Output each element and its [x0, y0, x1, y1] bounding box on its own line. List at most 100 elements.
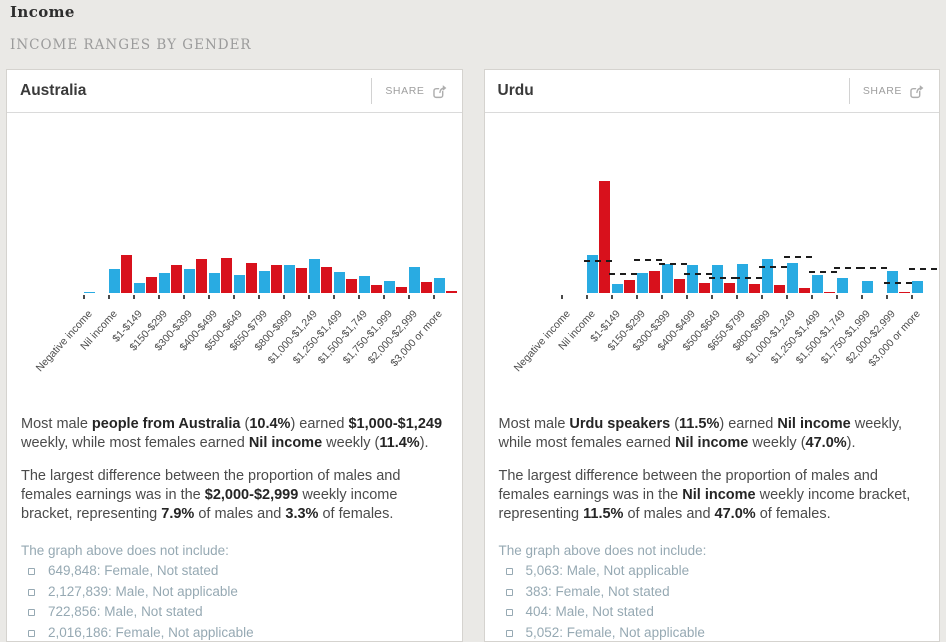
bar-group — [433, 113, 458, 293]
axis-tick — [735, 295, 738, 299]
benchmark-dash — [583, 260, 612, 262]
card-title: Urdu — [497, 82, 534, 99]
exclusions-list: 5,063: Male, Not applicable 383: Female, … — [499, 561, 926, 642]
exclusion-item: 649,848: Female, Not stated — [21, 561, 448, 582]
axis-tick — [910, 295, 913, 299]
bar-male — [259, 271, 270, 293]
bar-male — [334, 272, 345, 293]
benchmark-dash — [833, 267, 862, 269]
x-axis — [7, 295, 462, 301]
axis-tick — [233, 295, 235, 299]
bar-group — [583, 113, 612, 293]
bar-male — [711, 265, 723, 293]
summary-paragraph: Most male Urdu speakers (11.5%) earned N… — [498, 416, 903, 451]
exclusion-item: 5,052: Female, Not applicable — [499, 623, 926, 642]
bar-male — [159, 273, 170, 293]
exclusions-list: 649,848: Female, Not stated 2,127,839: Ma… — [21, 561, 448, 641]
bar-group — [333, 113, 358, 293]
benchmark-dash — [683, 273, 712, 275]
share-button[interactable]: SHARE — [848, 78, 926, 104]
header-divider — [371, 78, 373, 104]
bar-female — [121, 255, 132, 293]
bar-female — [271, 265, 282, 293]
income-bar-chart: Negative income Nil income $1-$149 $150-$29… — [7, 113, 462, 401]
bar-female — [396, 287, 407, 293]
bar-female — [446, 291, 457, 293]
bar-male — [384, 281, 395, 293]
bar-male — [284, 265, 295, 293]
share-button[interactable]: SHARE — [371, 78, 448, 104]
bar-female — [421, 282, 432, 293]
bar-male — [686, 265, 698, 293]
exclusion-item: 404: Male, Not stated — [499, 602, 926, 623]
bar-group — [258, 113, 283, 293]
x-axis — [485, 295, 940, 301]
bar-male — [661, 264, 673, 293]
bar-group — [83, 113, 108, 293]
bar-male — [586, 255, 598, 293]
bar-group — [308, 113, 333, 293]
summary-text: Most male Urdu speakers (11.5%) earned N… — [485, 415, 940, 524]
bar-female — [146, 277, 157, 293]
bar-female — [321, 267, 332, 293]
bar-group — [858, 113, 887, 293]
bar-group — [683, 113, 712, 293]
bar-group — [133, 113, 158, 293]
bar-group — [658, 113, 687, 293]
axis-tick — [133, 295, 135, 299]
header-divider — [848, 78, 850, 104]
exclusion-item: 5,063: Male, Not applicable — [499, 561, 926, 582]
axis-tick — [885, 295, 888, 299]
exclusions-intro: The graph above does not include: — [21, 543, 229, 558]
axis-tick — [408, 295, 410, 299]
bar-male — [184, 269, 195, 293]
card-urdu: Urdu SHARE Negative income Nil income $1-$… — [483, 69, 940, 642]
axis-tick — [860, 295, 863, 299]
benchmark-dash — [908, 268, 937, 270]
bar-female — [371, 285, 382, 293]
axis-tick — [358, 295, 360, 299]
bar-male — [409, 267, 420, 293]
exclusions-note: The graph above does not include: 5,063:… — [485, 539, 940, 642]
benchmark-dash — [658, 263, 687, 265]
benchmark-dash — [608, 273, 637, 275]
axis-tick — [433, 295, 435, 299]
exclusions-note: The graph above does not include: 649,84… — [7, 539, 462, 641]
axis-tick — [83, 295, 85, 299]
chart-plot-area — [7, 113, 462, 293]
page-title: Income — [10, 3, 75, 21]
bar-group — [733, 113, 762, 293]
bar-group — [233, 113, 258, 293]
bar-female — [773, 285, 785, 293]
benchmark-dash — [808, 271, 837, 273]
bar-male — [109, 269, 120, 293]
bar-male — [636, 273, 648, 293]
axis-tick — [183, 295, 185, 299]
bar-male — [209, 273, 220, 293]
summary-text: Most male people from Australia (10.4%) … — [7, 415, 462, 524]
bar-male — [786, 263, 798, 293]
axis-tick — [635, 295, 638, 299]
axis-tick — [158, 295, 160, 299]
axis-tick — [383, 295, 385, 299]
chart-plot-area — [485, 113, 940, 293]
bar-male — [836, 278, 848, 293]
bar-group — [408, 113, 433, 293]
bar-male — [434, 278, 445, 293]
bar-male — [84, 292, 95, 293]
cards-row: Australia SHARE Negative income Nil incom… — [6, 69, 940, 642]
bar-male — [611, 284, 623, 293]
axis-tick — [660, 295, 663, 299]
share-icon — [431, 82, 449, 100]
bar-group — [158, 113, 183, 293]
bar-female — [748, 284, 760, 293]
bar-group — [283, 113, 308, 293]
axis-tick — [710, 295, 713, 299]
bar-male — [861, 281, 873, 293]
bar-female — [723, 283, 735, 293]
exclusion-item: 722,856: Male, Not stated — [21, 602, 448, 623]
share-button-label: SHARE — [862, 85, 902, 97]
bar-female — [798, 288, 810, 293]
share-button-label: SHARE — [385, 85, 425, 97]
